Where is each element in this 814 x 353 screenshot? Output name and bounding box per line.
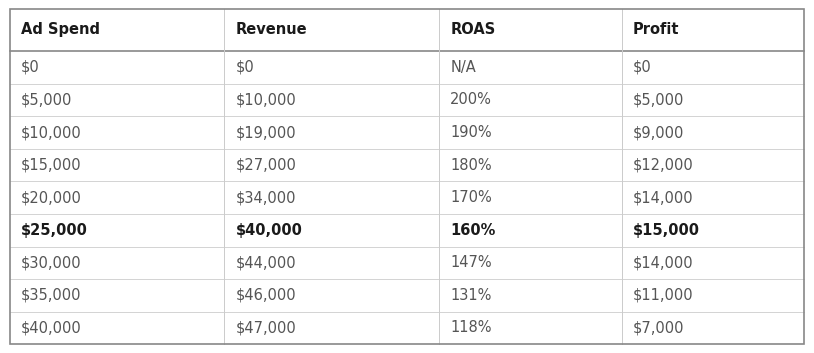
Text: Revenue: Revenue [236,23,308,37]
Bar [439,149,622,181]
Text: $9,000: $9,000 [633,125,685,140]
Bar [225,181,439,214]
Text: $25,000: $25,000 [21,223,88,238]
Text: 190%: 190% [450,125,492,140]
Text: $12,000: $12,000 [633,157,694,173]
Bar [622,214,804,246]
Text: $5,000: $5,000 [21,92,72,107]
Text: N/A: N/A [450,60,476,75]
Bar [439,51,622,84]
Bar [622,149,804,181]
Bar [622,84,804,116]
Text: $47,000: $47,000 [236,321,296,335]
Text: $0: $0 [236,60,255,75]
Bar [622,312,804,344]
Text: 160%: 160% [450,223,496,238]
Text: 170%: 170% [450,190,492,205]
Text: $11,000: $11,000 [633,288,694,303]
Bar [225,51,439,84]
Text: $0: $0 [633,60,652,75]
Text: $15,000: $15,000 [21,157,81,173]
Bar [225,9,439,51]
Text: 118%: 118% [450,321,492,335]
Text: $30,000: $30,000 [21,255,81,270]
Text: $0: $0 [21,60,40,75]
Bar [10,214,225,246]
Text: $40,000: $40,000 [21,321,82,335]
Bar [10,84,225,116]
Bar [225,246,439,279]
Bar [225,116,439,149]
Bar [622,246,804,279]
Bar [10,149,225,181]
Text: 131%: 131% [450,288,492,303]
Bar [225,149,439,181]
Text: $44,000: $44,000 [236,255,296,270]
Bar [10,51,225,84]
Text: $10,000: $10,000 [236,92,296,107]
Bar [225,214,439,246]
Text: $19,000: $19,000 [236,125,296,140]
Bar [622,279,804,312]
Bar [10,181,225,214]
Bar [622,51,804,84]
Bar [439,214,622,246]
Text: $14,000: $14,000 [633,190,694,205]
Text: $7,000: $7,000 [633,321,685,335]
Text: 147%: 147% [450,255,492,270]
Bar [439,116,622,149]
Text: $5,000: $5,000 [633,92,685,107]
Bar [439,181,622,214]
Text: Ad Spend: Ad Spend [21,23,100,37]
Text: $20,000: $20,000 [21,190,82,205]
Bar [10,246,225,279]
Bar [225,279,439,312]
Bar [622,181,804,214]
Bar [439,84,622,116]
Text: ROAS: ROAS [450,23,496,37]
Text: $40,000: $40,000 [236,223,303,238]
Text: $14,000: $14,000 [633,255,694,270]
Bar [439,9,622,51]
Text: $15,000: $15,000 [633,223,700,238]
Text: $27,000: $27,000 [236,157,296,173]
Bar [10,116,225,149]
Bar [622,116,804,149]
Bar [10,9,225,51]
Text: 180%: 180% [450,157,492,173]
Bar [439,279,622,312]
Text: 200%: 200% [450,92,492,107]
Bar [10,279,225,312]
Bar [225,312,439,344]
Bar [439,312,622,344]
Bar [225,84,439,116]
Bar [439,246,622,279]
Text: $46,000: $46,000 [236,288,296,303]
Bar [622,9,804,51]
Text: $10,000: $10,000 [21,125,82,140]
Bar [10,312,225,344]
Text: $35,000: $35,000 [21,288,81,303]
Text: Profit: Profit [633,23,680,37]
Text: $34,000: $34,000 [236,190,296,205]
